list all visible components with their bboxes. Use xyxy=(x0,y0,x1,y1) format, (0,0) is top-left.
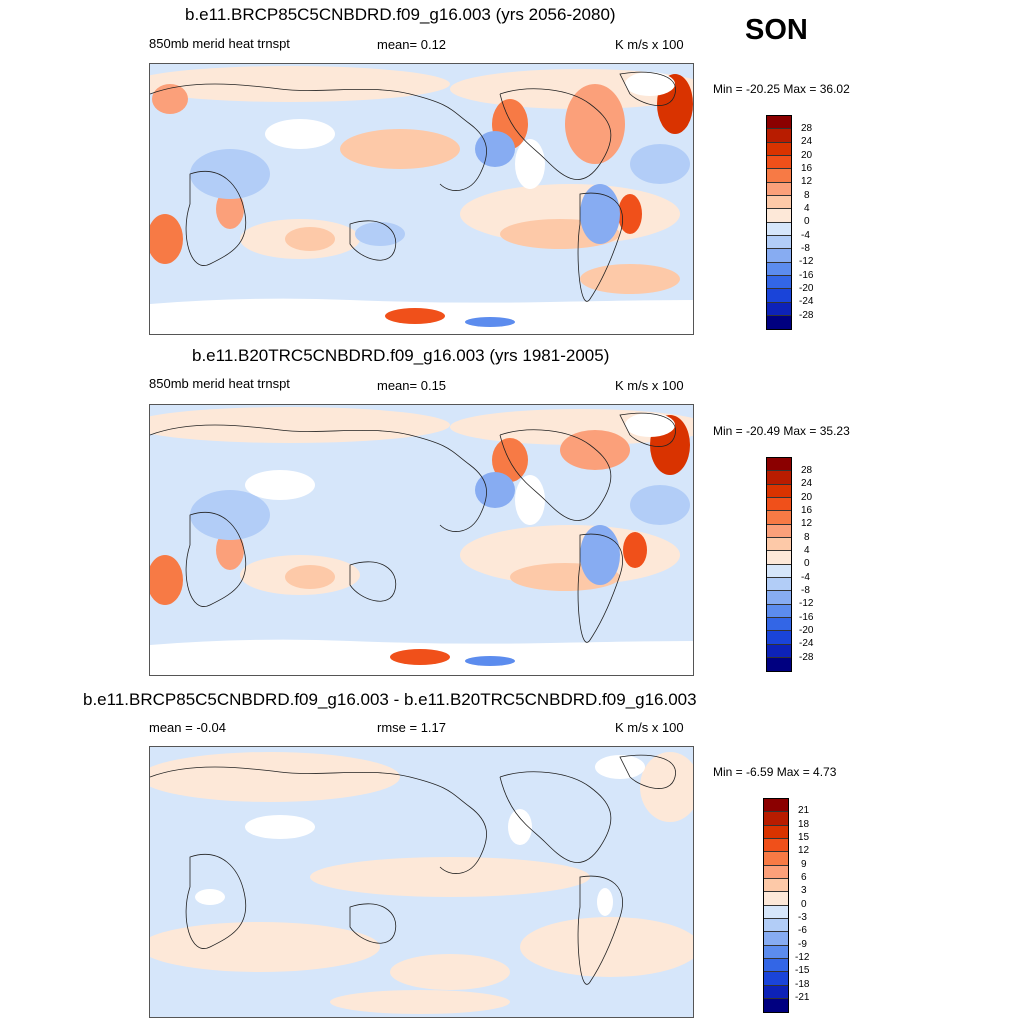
colorbar-tick: 0 xyxy=(804,216,810,227)
panel1-title: b.e11.BRCP85C5CNBDRD.f09_g16.003 (yrs 20… xyxy=(185,5,616,24)
colorbar-tick: 12 xyxy=(801,176,813,187)
colorbar-tick: -24 xyxy=(799,296,814,307)
panel3-minmax: Min = -6.59 Max = 4.73 xyxy=(713,765,837,779)
colorbar-tick: 18 xyxy=(798,819,810,830)
colorbar-tick: -20 xyxy=(799,625,814,636)
colorbar-tick: 15 xyxy=(798,832,810,843)
panel1-mean-label: mean= 0.12 xyxy=(377,37,447,52)
panel2-map xyxy=(149,404,694,676)
colorbar-tick: -8 xyxy=(801,243,810,254)
colorbar-tick: 20 xyxy=(801,492,813,503)
colorbar-tick: 28 xyxy=(801,123,813,134)
colorbar-tick: 9 xyxy=(801,859,807,870)
colorbar-tick: -18 xyxy=(795,979,810,990)
colorbar-tick: -15 xyxy=(795,965,810,976)
panel3-units-label: K m/s x 100 xyxy=(615,720,684,735)
panel3-map xyxy=(149,746,694,1018)
colorbar-tick: 16 xyxy=(801,505,813,516)
panel3-rmse-label: rmse = 1.17 xyxy=(377,720,447,735)
colorbar-tick: -16 xyxy=(799,270,814,281)
colorbar-tick: -28 xyxy=(799,310,814,321)
colorbar-tick: -12 xyxy=(799,598,814,609)
colorbar-tick: 12 xyxy=(798,845,810,856)
colorbar-tick: 28 xyxy=(801,465,813,476)
panel3-colorbar xyxy=(763,798,789,1014)
colorbar-tick: 4 xyxy=(804,545,810,556)
colorbar-tick: -12 xyxy=(799,256,814,267)
panel3-title: b.e11.BRCP85C5CNBDRD.f09_g16.003 - b.e11… xyxy=(83,690,697,709)
colorbar-tick: 21 xyxy=(798,805,810,816)
season-label: SON xyxy=(745,14,808,46)
colorbar-tick: -12 xyxy=(795,952,810,963)
panel2-minmax: Min = -20.49 Max = 35.23 xyxy=(713,424,850,438)
panel1-units-label: K m/s x 100 xyxy=(615,37,684,52)
colorbar-tick: 12 xyxy=(801,518,813,529)
colorbar-tick: -9 xyxy=(798,939,807,950)
colorbar-tick: 8 xyxy=(804,532,810,543)
panel1-variable-label: 850mb merid heat trnspt xyxy=(149,36,290,51)
panel3-mean-label: mean = -0.04 xyxy=(149,720,226,735)
colorbar-tick: -4 xyxy=(801,572,810,583)
colorbar-tick: 4 xyxy=(804,203,810,214)
panel2-title: b.e11.B20TRC5CNBDRD.f09_g16.003 (yrs 198… xyxy=(192,346,610,365)
colorbar-tick: 8 xyxy=(804,190,810,201)
panel1-map xyxy=(149,63,694,335)
panel2-colorbar xyxy=(766,457,792,673)
colorbar-tick: -28 xyxy=(799,652,814,663)
panel2-mean-label: mean= 0.15 xyxy=(377,378,447,393)
colorbar-tick: 20 xyxy=(801,150,813,161)
colorbar-tick: -21 xyxy=(795,992,810,1003)
colorbar-tick: 24 xyxy=(801,478,813,489)
panel1-colorbar xyxy=(766,115,792,331)
panel1-minmax: Min = -20.25 Max = 36.02 xyxy=(713,82,850,96)
colorbar-tick: -20 xyxy=(799,283,814,294)
colorbar-tick: -4 xyxy=(801,230,810,241)
colorbar-tick: -6 xyxy=(798,925,807,936)
colorbar-tick: 24 xyxy=(801,136,813,147)
colorbar-tick: -3 xyxy=(798,912,807,923)
colorbar-tick: 3 xyxy=(801,885,807,896)
colorbar-tick: 0 xyxy=(804,558,810,569)
colorbar-tick: -8 xyxy=(801,585,810,596)
colorbar-tick: 6 xyxy=(801,872,807,883)
colorbar-tick: -16 xyxy=(799,612,814,623)
colorbar-tick: -24 xyxy=(799,638,814,649)
colorbar-tick: 0 xyxy=(801,899,807,910)
panel2-units-label: K m/s x 100 xyxy=(615,378,684,393)
panel2-variable-label: 850mb merid heat trnspt xyxy=(149,376,290,391)
colorbar-tick: 16 xyxy=(801,163,813,174)
